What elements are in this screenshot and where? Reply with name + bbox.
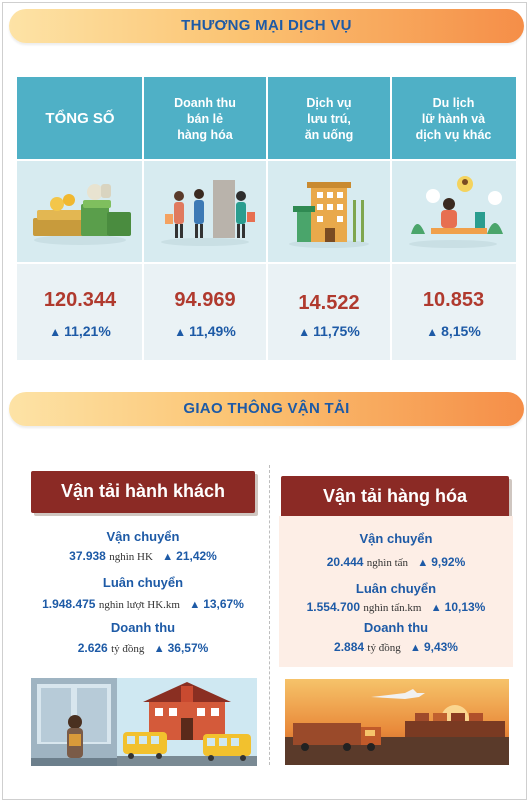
value-total: 120.344 — [43, 289, 117, 311]
column-separator — [269, 465, 270, 765]
col-header-retail: Doanh thu bán lẻ hàng hóa — [143, 77, 267, 160]
up-arrow-icon: ▲ — [153, 643, 165, 655]
up-arrow-icon: ▲ — [298, 325, 311, 339]
divider — [390, 77, 392, 360]
trade-table: TỔNG SỐ Doanh thu bán lẻ hàng hóa Dịch vụ l… — [17, 77, 516, 360]
passenger-transport-illustration — [31, 678, 257, 766]
freight-label-revenue: Doanh thu — [363, 620, 429, 635]
money-stack-icon — [17, 160, 143, 263]
passenger-label-rotation: Luân chuyển — [102, 575, 184, 590]
passenger-row-carried: 37.938 nghìn HK ▲ 21,42% — [69, 549, 217, 563]
col-header-travel: Du lịch lữ hành và dịch vụ khác — [391, 77, 516, 160]
value-cell-travel: 10.853 ▲ 8,15% — [391, 263, 516, 360]
transport-title: GIAO THÔNG VẬN TẢI — [183, 400, 350, 417]
freight-row-revenue: 2.884 tỷ đồng ▲ 9,43% — [334, 640, 458, 654]
value-cell-accommodation: 14.522 ▲ 11,75% — [267, 263, 391, 360]
growth-travel: 8,15% — [441, 323, 481, 339]
up-arrow-icon: ▲ — [410, 642, 421, 654]
value-retail: 94.969 — [174, 289, 236, 311]
divider — [17, 262, 516, 264]
travel-icon — [391, 160, 516, 263]
growth-total: 11,21% — [64, 323, 111, 339]
passenger-label-revenue: Doanh thu — [110, 620, 176, 635]
freight-panel — [279, 516, 513, 667]
up-arrow-icon: ▲ — [174, 325, 187, 339]
up-arrow-icon: ▲ — [189, 599, 201, 611]
value-cell-total: 120.344 ▲ 11,21% — [17, 263, 143, 360]
col-header-total: TỔNG SỐ — [17, 77, 143, 160]
hotel-icon — [267, 160, 391, 263]
up-arrow-icon: ▲ — [430, 602, 442, 614]
freight-transport-illustration — [285, 679, 509, 765]
growth-accommodation: 11,75% — [313, 323, 360, 339]
passenger-row-revenue: 2.626 tỷ đồng ▲ 36,57% — [77, 641, 209, 655]
growth-retail: 11,49% — [189, 323, 236, 339]
value-accommodation: 14.522 — [298, 292, 360, 314]
transport-banner: GIAO THÔNG VẬN TẢI — [9, 392, 524, 426]
up-arrow-icon: ▲ — [162, 551, 174, 563]
divider — [142, 77, 144, 360]
up-arrow-icon: ▲ — [49, 325, 62, 339]
passenger-label-carried: Vận chuyển — [106, 529, 180, 544]
passenger-row-rotation: 1.948.475 nghìn lượt HK.km ▲ 13,67% — [42, 597, 244, 611]
col-header-accommodation: Dịch vụ lưu trú, ăn uống — [267, 77, 391, 160]
freight-row-carried: 20.444 nghìn tấn ▲ 9,92% — [326, 555, 466, 569]
freight-label-carried: Vận chuyển — [359, 531, 433, 546]
value-travel: 10.853 — [422, 289, 485, 311]
up-arrow-icon: ▲ — [426, 325, 439, 339]
up-arrow-icon: ▲ — [417, 557, 429, 569]
value-cell-retail: 94.969 ▲ 11,49% — [143, 263, 267, 360]
freight-label-rotation: Luân chuyển — [355, 581, 437, 596]
shoppers-icon — [143, 160, 267, 263]
trade-title: THƯƠNG MẠI DỊCH VỤ — [181, 17, 352, 34]
divider — [266, 77, 268, 360]
freight-tag: Vận tải hàng hóa — [281, 476, 509, 518]
freight-row-rotation: 1.554.700 nghìn tấn.km ▲ 10,13% — [306, 600, 486, 614]
trade-banner: THƯƠNG MẠI DỊCH VỤ — [9, 9, 524, 43]
passenger-tag: Vận tải hành khách — [31, 471, 255, 513]
divider — [17, 159, 516, 161]
